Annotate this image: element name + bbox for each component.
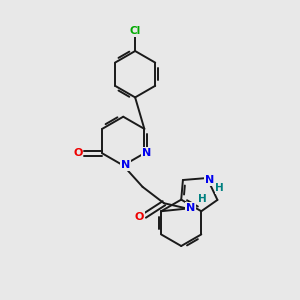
Text: N: N	[186, 203, 195, 213]
Text: O: O	[73, 148, 83, 158]
Text: O: O	[135, 212, 144, 222]
Text: H: H	[198, 194, 207, 204]
Text: Cl: Cl	[130, 26, 141, 36]
Text: H: H	[215, 183, 224, 194]
Text: N: N	[142, 148, 152, 158]
Text: N: N	[121, 160, 130, 170]
Text: N: N	[205, 176, 214, 185]
